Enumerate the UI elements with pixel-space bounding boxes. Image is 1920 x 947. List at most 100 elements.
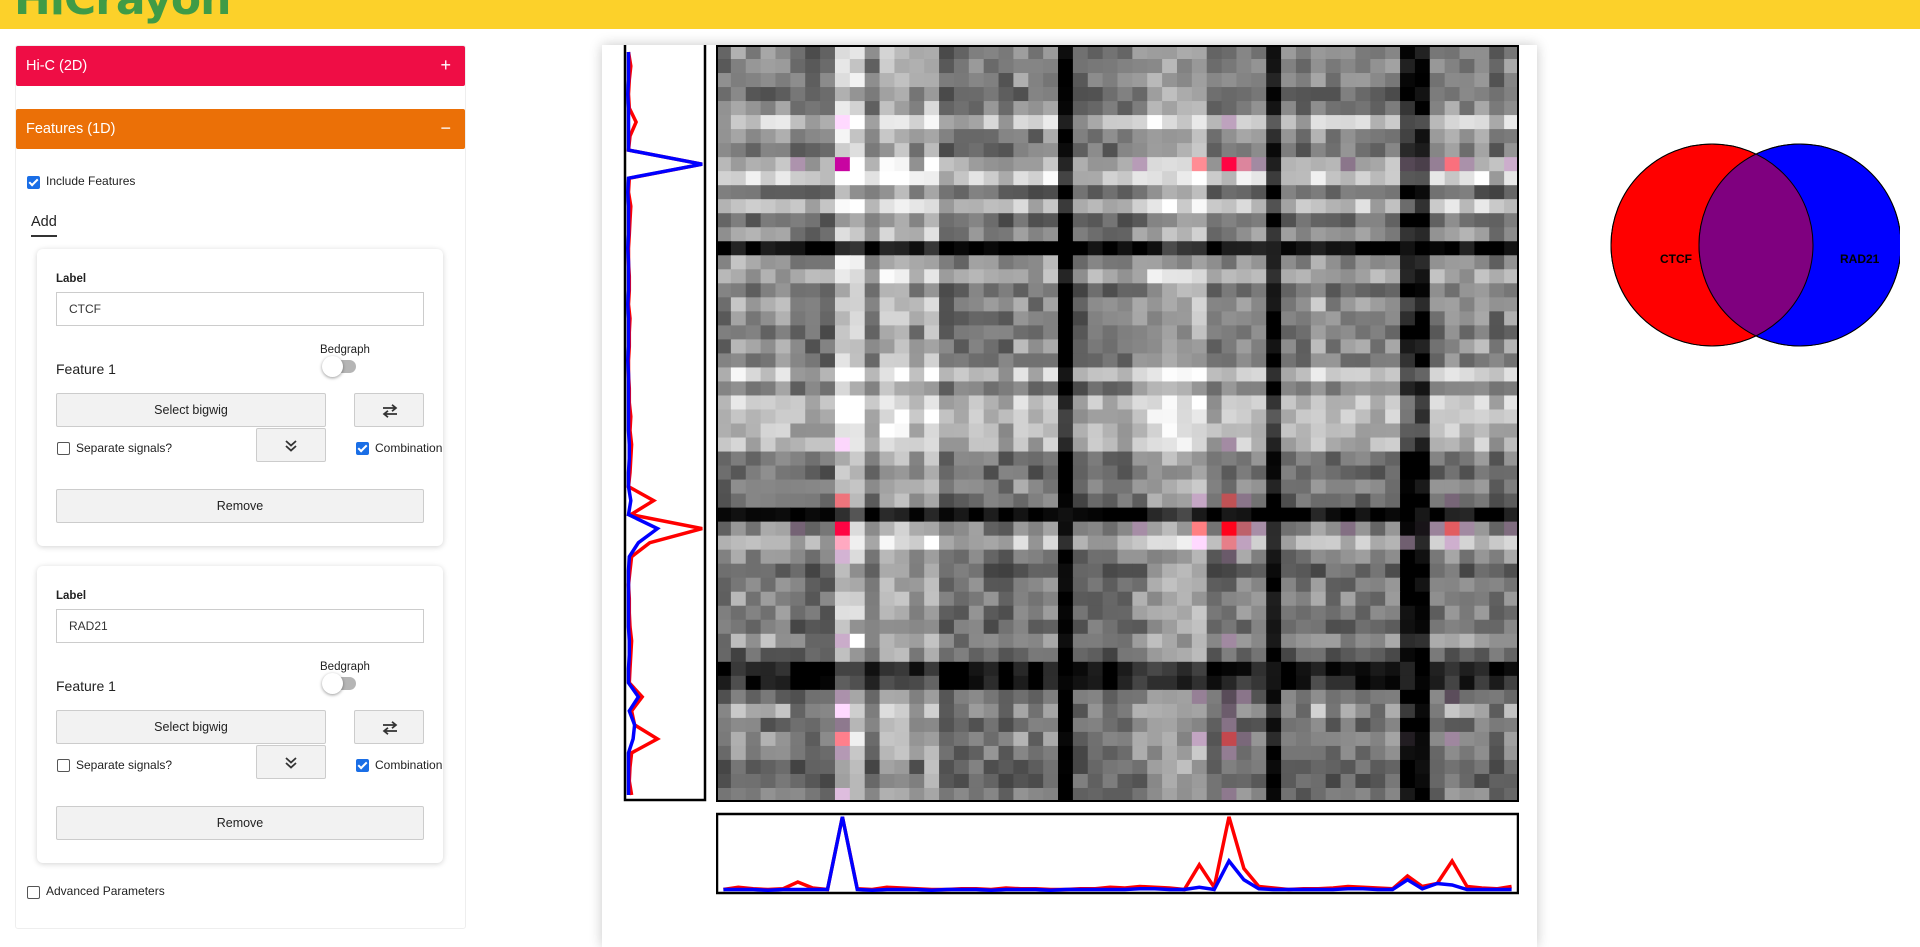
heatmap-cell bbox=[1266, 45, 1282, 60]
heatmap-cell bbox=[1355, 745, 1371, 761]
heatmap-cell bbox=[1474, 255, 1490, 270]
heatmap-cell bbox=[820, 185, 836, 200]
heatmap-cell bbox=[1474, 269, 1490, 284]
heatmap-cell bbox=[1043, 787, 1059, 802]
heatmap-cell bbox=[864, 241, 881, 256]
hic-2d-panel-header[interactable]: Hi-C (2D) + bbox=[16, 46, 465, 86]
heatmap-cell bbox=[1206, 521, 1223, 537]
bedgraph-toggle[interactable] bbox=[322, 673, 356, 694]
heatmap-cell bbox=[820, 143, 836, 158]
separate-signals-checkbox[interactable] bbox=[57, 442, 70, 455]
heatmap-cell bbox=[1132, 549, 1148, 565]
heatmap-cell bbox=[1117, 185, 1133, 200]
heatmap-cell bbox=[1266, 437, 1282, 453]
heatmap-cell bbox=[894, 59, 910, 74]
heatmap-cell bbox=[1206, 689, 1223, 705]
swap-button[interactable] bbox=[354, 710, 424, 744]
heatmap-cell bbox=[1013, 73, 1029, 88]
select-bigwig-button[interactable]: Select bigwig bbox=[56, 393, 326, 427]
heatmap-cell bbox=[879, 689, 896, 705]
heatmap-cell bbox=[1028, 367, 1044, 383]
heatmap-cell bbox=[1355, 605, 1371, 621]
heatmap-cell bbox=[1370, 87, 1386, 102]
heatmap-cell bbox=[745, 353, 762, 369]
heatmap-cell bbox=[1355, 87, 1371, 102]
heatmap-cell bbox=[909, 255, 925, 270]
heatmap-cell bbox=[1310, 73, 1327, 88]
heatmap-cell bbox=[1325, 297, 1342, 312]
heatmap-cell bbox=[1400, 675, 1416, 691]
heatmap-cell bbox=[1281, 619, 1297, 635]
remove-button[interactable]: Remove bbox=[56, 489, 424, 523]
expand-plus-icon[interactable]: + bbox=[440, 55, 451, 75]
heatmap-cell bbox=[1489, 367, 1505, 383]
heatmap-cell bbox=[1087, 717, 1104, 733]
heatmap-cell bbox=[1355, 353, 1371, 369]
select-bigwig-button[interactable]: Select bigwig bbox=[56, 710, 326, 744]
separate-signals-label: Separate signals? bbox=[76, 758, 173, 772]
combination-checkbox[interactable] bbox=[356, 442, 369, 455]
heatmap-cell bbox=[730, 227, 747, 242]
heatmap-cell bbox=[1191, 269, 1208, 284]
heatmap-cell bbox=[760, 549, 777, 565]
heatmap-cell bbox=[924, 647, 940, 663]
heatmap-cell bbox=[730, 703, 747, 719]
heatmap-cell bbox=[820, 395, 836, 411]
features-1d-panel-header[interactable]: Features (1D) − bbox=[16, 109, 465, 149]
heatmap-cell bbox=[864, 45, 881, 60]
heatmap-cell bbox=[1266, 535, 1282, 551]
advanced-parameters-checkbox[interactable] bbox=[27, 886, 40, 899]
heatmap-cell bbox=[1310, 759, 1327, 775]
heatmap-cell bbox=[790, 59, 806, 74]
heatmap-cell bbox=[1206, 73, 1223, 88]
heatmap-cell bbox=[1206, 129, 1223, 144]
heatmap-cell bbox=[1429, 759, 1446, 775]
label-input[interactable]: CTCF bbox=[56, 292, 424, 326]
remove-button[interactable]: Remove bbox=[56, 806, 424, 840]
heatmap-cell bbox=[745, 787, 762, 802]
heatmap-cell bbox=[1072, 619, 1089, 635]
heatmap-cell bbox=[1325, 745, 1342, 761]
heatmap-cell bbox=[1489, 563, 1505, 579]
heatmap-cell bbox=[1459, 437, 1475, 453]
heatmap-cell bbox=[1385, 101, 1401, 116]
heatmap-cell bbox=[864, 661, 881, 677]
heatmap-cell bbox=[1028, 171, 1044, 186]
heatmap-cell bbox=[1474, 675, 1490, 691]
heatmap-cell bbox=[1191, 241, 1208, 256]
heatmap-cell bbox=[1028, 185, 1044, 200]
swap-button[interactable] bbox=[354, 393, 424, 427]
separate-signals-checkbox[interactable] bbox=[57, 759, 70, 772]
heatmap-cell bbox=[1176, 493, 1193, 509]
heatmap-cell bbox=[1206, 731, 1223, 747]
heatmap-cell bbox=[1429, 241, 1446, 256]
heatmap-cell bbox=[1310, 605, 1327, 621]
heatmap-cell bbox=[1504, 577, 1519, 593]
tab-add[interactable]: Add bbox=[31, 214, 57, 237]
heatmap-cell bbox=[1325, 395, 1342, 411]
heatmap-cell bbox=[998, 647, 1015, 663]
expand-options-button[interactable] bbox=[256, 745, 326, 779]
heatmap-cell bbox=[1147, 745, 1163, 761]
bedgraph-toggle[interactable] bbox=[322, 356, 356, 377]
heatmap-cell bbox=[1147, 311, 1163, 326]
heatmap-cell bbox=[1043, 675, 1059, 691]
heatmap-cell bbox=[1013, 409, 1029, 425]
include-features-checkbox[interactable] bbox=[27, 176, 40, 189]
heatmap-cell bbox=[1058, 731, 1074, 747]
heatmap-cell bbox=[968, 577, 985, 593]
heatmap-cell bbox=[1087, 507, 1104, 523]
heatmap-cell bbox=[775, 563, 791, 579]
heatmap-cell bbox=[1504, 451, 1519, 467]
heatmap-cell bbox=[849, 633, 866, 649]
heatmap-cell bbox=[1325, 45, 1342, 60]
heatmap-cell bbox=[1132, 395, 1148, 411]
heatmap-cell bbox=[1340, 227, 1357, 242]
label-input[interactable]: RAD21 bbox=[56, 609, 424, 643]
heatmap-cell bbox=[730, 465, 747, 481]
expand-options-button[interactable] bbox=[256, 428, 326, 462]
combination-checkbox[interactable] bbox=[356, 759, 369, 772]
collapse-minus-icon[interactable]: − bbox=[440, 118, 451, 138]
heatmap-cell bbox=[849, 339, 866, 355]
heatmap-cell bbox=[864, 773, 881, 789]
